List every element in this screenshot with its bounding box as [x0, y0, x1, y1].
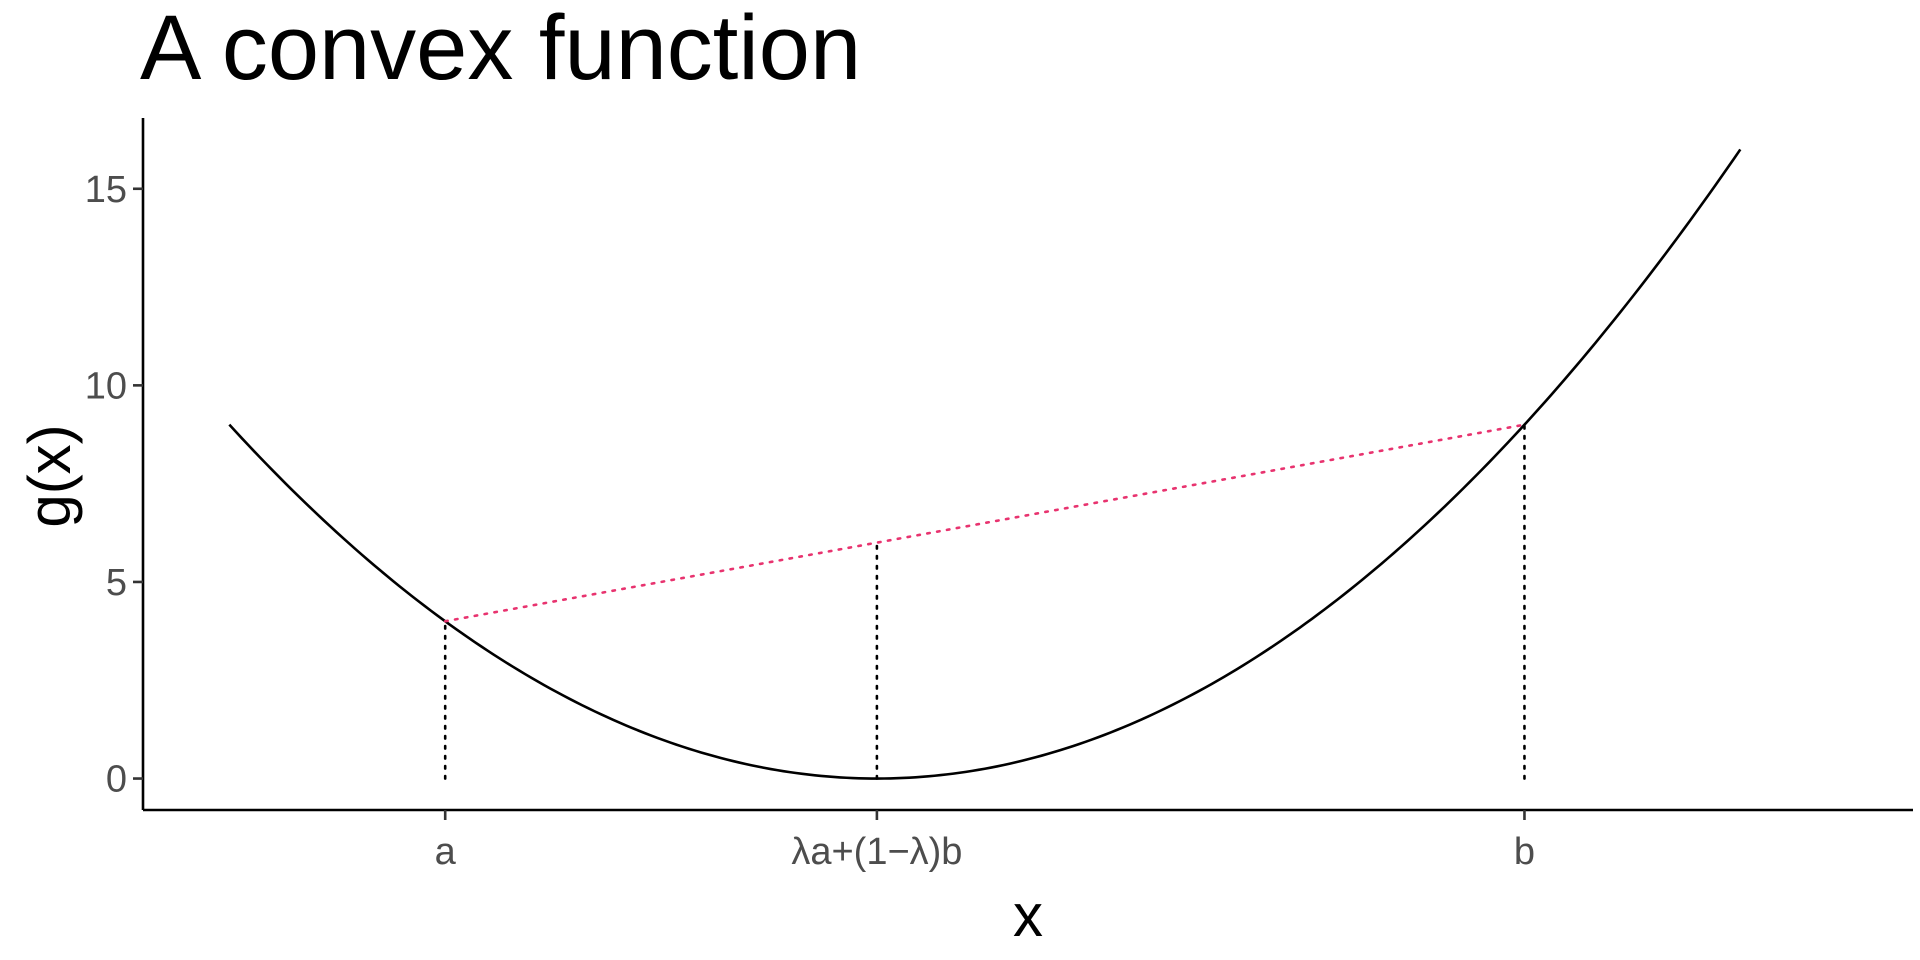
y-axis-title: g(x) [16, 424, 83, 527]
y-tick-label: 0 [106, 759, 127, 801]
function-curve [229, 149, 1740, 778]
chord-line [445, 425, 1524, 622]
guide-lines [445, 425, 1524, 779]
plot-area [229, 149, 1740, 778]
y-axis-ticks: 0 5 10 15 [85, 169, 143, 801]
x-tick-label: a [435, 831, 457, 873]
y-tick-label: 15 [85, 169, 127, 211]
x-tick-label: λa+(1−λ)b [791, 831, 962, 873]
x-axis-title: x [1013, 882, 1043, 949]
axes: 0 5 10 15 a λa+(1−λ)b b [85, 118, 1913, 873]
y-tick-label: 10 [85, 365, 127, 407]
x-axis-ticks: a λa+(1−λ)b b [435, 810, 1535, 873]
y-tick-label: 5 [106, 562, 127, 604]
x-tick-label: b [1514, 831, 1535, 873]
